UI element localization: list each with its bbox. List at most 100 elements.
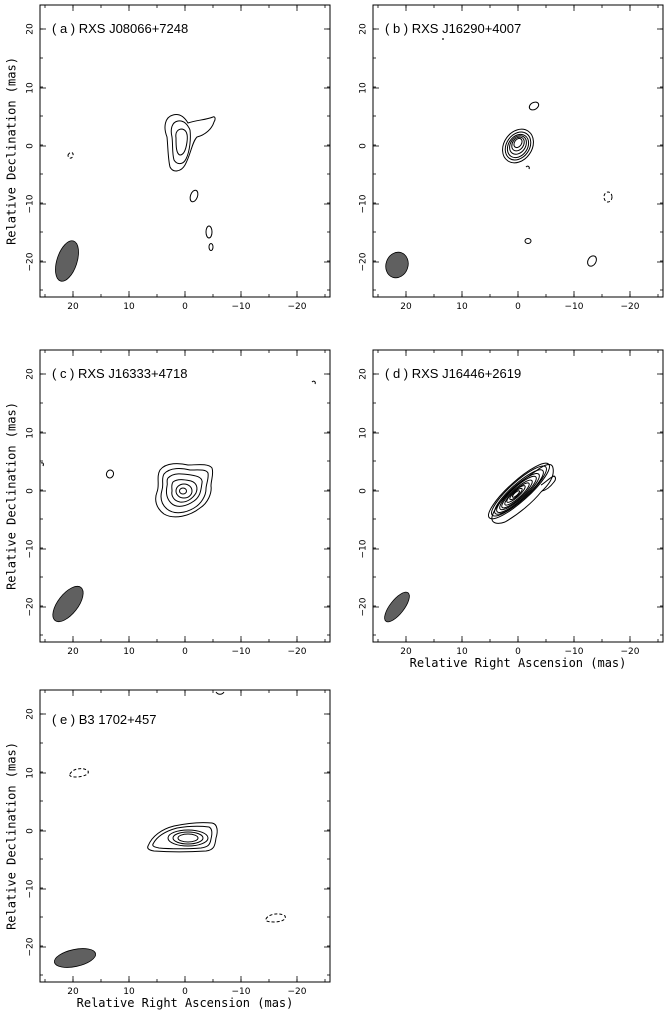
contour-level — [166, 473, 203, 507]
contour-level — [496, 473, 540, 513]
panel-title: ( e ) B3 1702+457 — [52, 712, 156, 727]
y-tick-label: 10 — [26, 427, 36, 439]
x-tick-label: 0 — [182, 647, 188, 657]
y-tick-label: −20 — [359, 252, 369, 271]
y-tick-label: −20 — [359, 597, 369, 616]
beam-ellipse — [385, 251, 409, 279]
contour-blob — [587, 255, 597, 267]
panel-title: ( a ) RXS J08066+7248 — [52, 21, 188, 36]
panel-title: ( b ) RXS J16290+4007 — [385, 21, 521, 36]
y-tick-label: −20 — [26, 252, 36, 271]
y-tick-label: 0 — [359, 488, 369, 494]
x-tick-label: 10 — [123, 647, 135, 657]
y-tick-label: 10 — [26, 767, 36, 779]
x-tick-label: 20 — [67, 302, 79, 312]
beam-ellipse — [384, 591, 410, 623]
contour-level — [506, 485, 526, 503]
contour-level — [540, 475, 556, 492]
contours — [40, 380, 316, 518]
y-tick-label: 10 — [359, 82, 369, 94]
contour-blob — [524, 238, 532, 244]
x-tick-label: −10 — [565, 647, 584, 657]
x-tick-label: 10 — [456, 302, 468, 312]
y-tick-label: 10 — [359, 427, 369, 439]
y-tick-label: 0 — [26, 143, 36, 149]
contour-blob — [40, 462, 44, 467]
x-axis-label: Relative Right Ascension (mas) — [410, 656, 627, 670]
y-tick-label: 20 — [26, 708, 36, 720]
x-tick-label: 0 — [182, 987, 188, 997]
contour-level — [147, 822, 218, 853]
x-tick-label: 10 — [123, 987, 135, 997]
contour-blob — [205, 225, 213, 239]
contour-stack — [488, 462, 550, 520]
y-tick-label: 20 — [359, 23, 369, 35]
contour-level — [152, 825, 213, 850]
x-tick-label: −10 — [565, 302, 584, 312]
contour-level — [177, 833, 199, 843]
negative-contour — [69, 768, 89, 778]
x-tick-label: 10 — [123, 302, 135, 312]
panel-title: ( c ) RXS J16333+4718 — [52, 366, 188, 381]
contour-level — [171, 479, 198, 503]
panel-frame — [39, 689, 331, 983]
y-tick-label: 0 — [26, 828, 36, 834]
x-tick-label: 10 — [456, 647, 468, 657]
contour-level — [513, 137, 523, 149]
y-tick-label: 20 — [359, 368, 369, 380]
y-tick-label: 0 — [26, 488, 36, 494]
y-tick-label: 20 — [26, 368, 36, 380]
contour-level — [175, 128, 188, 156]
contour-blob — [189, 189, 199, 203]
noise-dot — [442, 38, 444, 40]
x-tick-label: 0 — [515, 302, 521, 312]
x-tick-label: −20 — [288, 647, 307, 657]
contour-level — [509, 135, 527, 155]
contour-level — [164, 114, 216, 172]
x-tick-label: −10 — [232, 302, 251, 312]
contour-level — [504, 131, 532, 161]
y-tick-label: −10 — [359, 539, 369, 558]
contours — [442, 38, 613, 267]
contour-blob — [311, 380, 316, 385]
contour-blob — [525, 165, 530, 170]
contours — [69, 691, 286, 923]
x-tick-label: −10 — [232, 987, 251, 997]
contour-level — [509, 487, 523, 501]
beam-ellipse — [55, 240, 79, 282]
x-tick-label: 20 — [400, 302, 412, 312]
y-tick-label: −10 — [26, 879, 36, 898]
y-tick-label: −10 — [359, 194, 369, 213]
y-axis-label: Relative Declination (mas) — [5, 57, 19, 245]
x-tick-label: 20 — [67, 647, 79, 657]
negative-contour — [265, 913, 286, 923]
contour-level — [501, 479, 533, 509]
y-tick-label: −20 — [26, 937, 36, 956]
negative-contour — [603, 191, 613, 203]
contour-level — [160, 468, 209, 514]
x-tick-label: 20 — [400, 647, 412, 657]
x-tick-label: 0 — [182, 302, 188, 312]
x-tick-label: 0 — [515, 647, 521, 657]
y-tick-label: 10 — [26, 82, 36, 94]
contour-level — [511, 136, 525, 152]
panel-title: ( d ) RXS J16446+2619 — [385, 366, 521, 381]
y-axis-label: Relative Declination (mas) — [5, 402, 19, 590]
contours — [67, 114, 216, 251]
panel-b: ( b ) RXS J16290+4007 — [372, 4, 664, 298]
panel-e: ( e ) B3 1702+457 — [39, 689, 331, 983]
contour-blob — [528, 101, 540, 111]
contour-level — [488, 462, 550, 520]
contour-level — [494, 469, 544, 515]
beam-ellipse — [52, 585, 84, 623]
y-tick-label: −10 — [26, 539, 36, 558]
x-tick-label: −20 — [288, 987, 307, 997]
y-tick-label: 0 — [359, 143, 369, 149]
panel-frame — [39, 349, 331, 643]
contour-level — [179, 487, 187, 495]
y-tick-label: −20 — [26, 597, 36, 616]
axes-layer: 20 10 0 −10 −20 20 10 0 −10 −20 Relative Declinati… — [5, 5, 663, 1010]
contour-blob — [208, 243, 214, 251]
negative-contour — [67, 152, 74, 159]
contour-level — [167, 829, 209, 847]
